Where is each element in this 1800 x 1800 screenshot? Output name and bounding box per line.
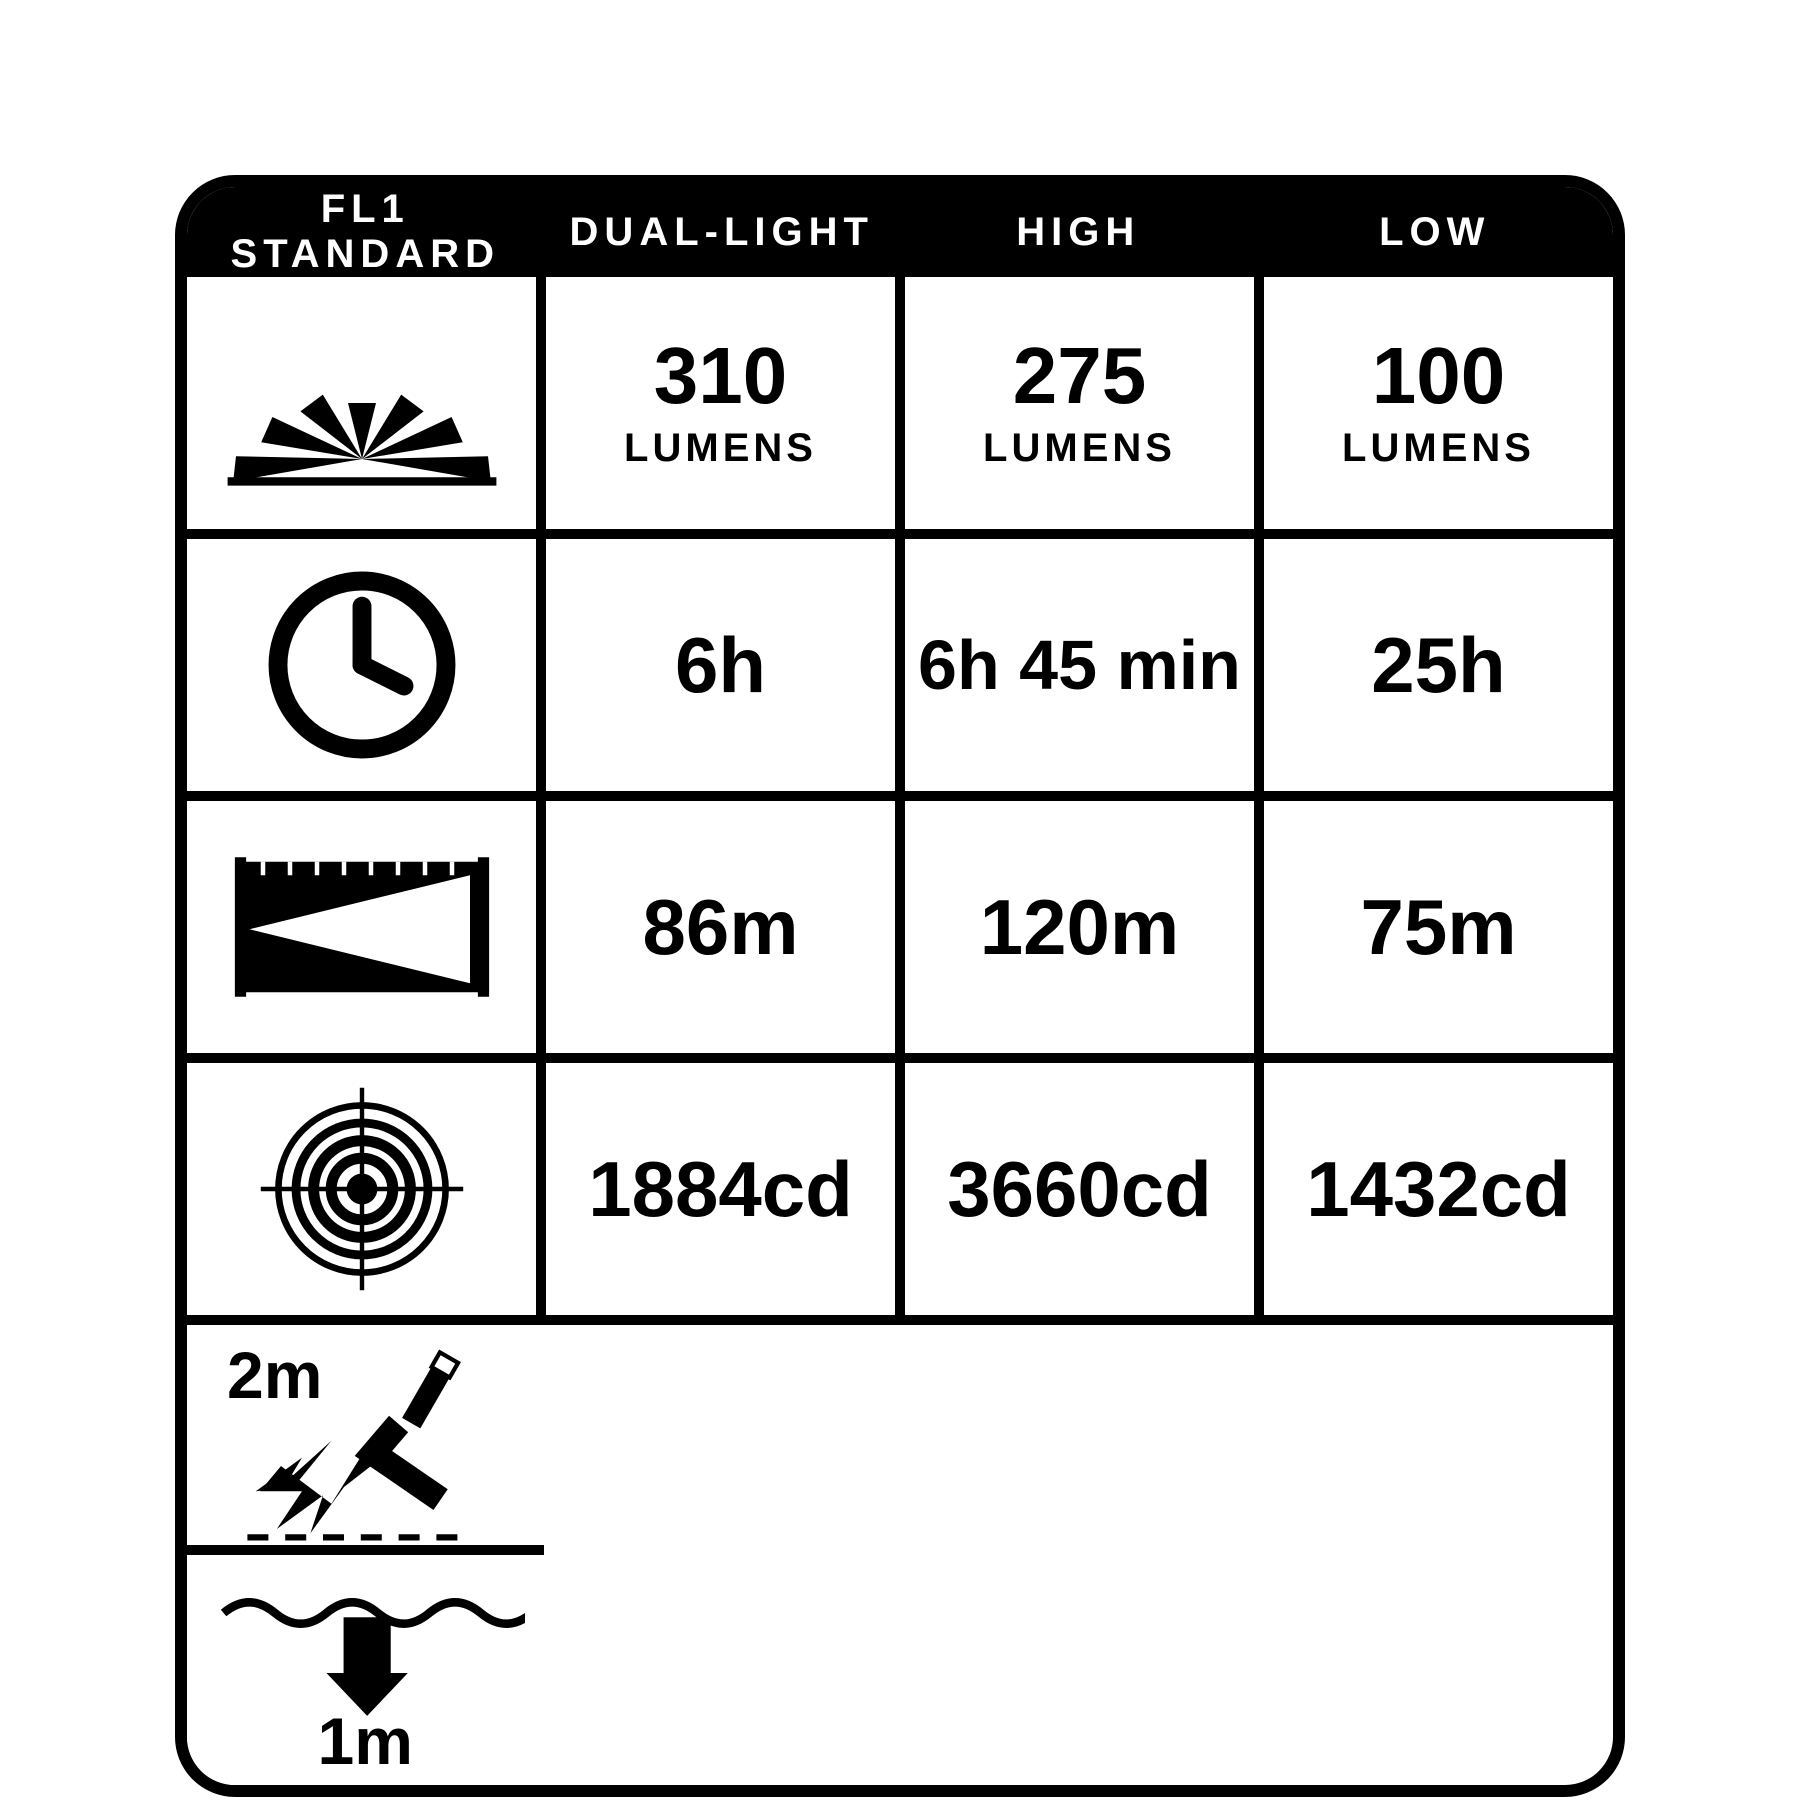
runtime-value: 6h	[675, 620, 766, 711]
table-row: 2m	[187, 1325, 544, 1555]
header-cell: DUAL-LIGHT	[544, 210, 901, 255]
water-submersion-icon: 1m	[187, 1555, 544, 1785]
intensity-value: 3660cd	[947, 1144, 1212, 1235]
distance-value: 75m	[1360, 882, 1516, 973]
table-row: 310 LUMENS 275 LUMENS 100 LUMENS	[187, 277, 1613, 539]
distance-value: 120m	[980, 882, 1180, 973]
value-cell: 75m	[1264, 801, 1613, 1063]
distance-value: 86m	[642, 882, 798, 973]
impact-resistance-icon: 2m	[187, 1325, 544, 1555]
beam-distance-icon	[187, 801, 546, 1063]
header-cell: HIGH	[900, 210, 1257, 255]
value-cell: 25h	[1264, 539, 1613, 801]
runtime-value: 25h	[1371, 620, 1505, 711]
lumens-unit: LUMENS	[983, 426, 1176, 471]
value-cell: 3660cd	[905, 1063, 1264, 1325]
value-cell: 1884cd	[546, 1063, 905, 1325]
value-cell: 100 LUMENS	[1264, 277, 1613, 539]
chart-frame: FL1 STANDARD DUAL-LIGHT HIGH LOW	[175, 175, 1625, 1797]
value-cell: 6h 45 min	[905, 539, 1264, 801]
lumens-value: 310	[654, 336, 787, 416]
runtime-value: 6h 45 min	[918, 625, 1241, 705]
impact-label: 2m	[227, 1337, 322, 1413]
value-cell: 1432cd	[1264, 1063, 1613, 1325]
table-row: 86m 120m 75m	[187, 801, 1613, 1063]
runtime-icon	[187, 539, 546, 801]
lumens-unit: LUMENS	[1342, 426, 1535, 471]
value-cell: 275 LUMENS	[905, 277, 1264, 539]
peak-intensity-icon	[187, 1063, 546, 1325]
table-row: 1884cd 3660cd 1432cd	[187, 1063, 1613, 1325]
value-cell: 310 LUMENS	[546, 277, 905, 539]
header-cell: LOW	[1257, 210, 1614, 255]
lumens-value: 100	[1372, 336, 1505, 416]
intensity-value: 1884cd	[588, 1144, 853, 1235]
table-row: 6h 6h 45 min 25h	[187, 539, 1613, 801]
intensity-value: 1432cd	[1306, 1144, 1571, 1235]
value-cell: 6h	[546, 539, 905, 801]
header-row: FL1 STANDARD DUAL-LIGHT HIGH LOW	[187, 187, 1613, 277]
water-label: 1m	[187, 1703, 544, 1779]
value-cell: 120m	[905, 801, 1264, 1063]
fl1-standard-chart: FL1 STANDARD DUAL-LIGHT HIGH LOW	[175, 175, 1625, 1797]
value-cell: 86m	[546, 801, 905, 1063]
lumens-value: 275	[1013, 336, 1146, 416]
table-row: 1m	[187, 1555, 544, 1785]
header-cell: FL1 STANDARD	[187, 187, 544, 277]
lumens-unit: LUMENS	[624, 426, 817, 471]
light-output-icon	[187, 277, 546, 539]
